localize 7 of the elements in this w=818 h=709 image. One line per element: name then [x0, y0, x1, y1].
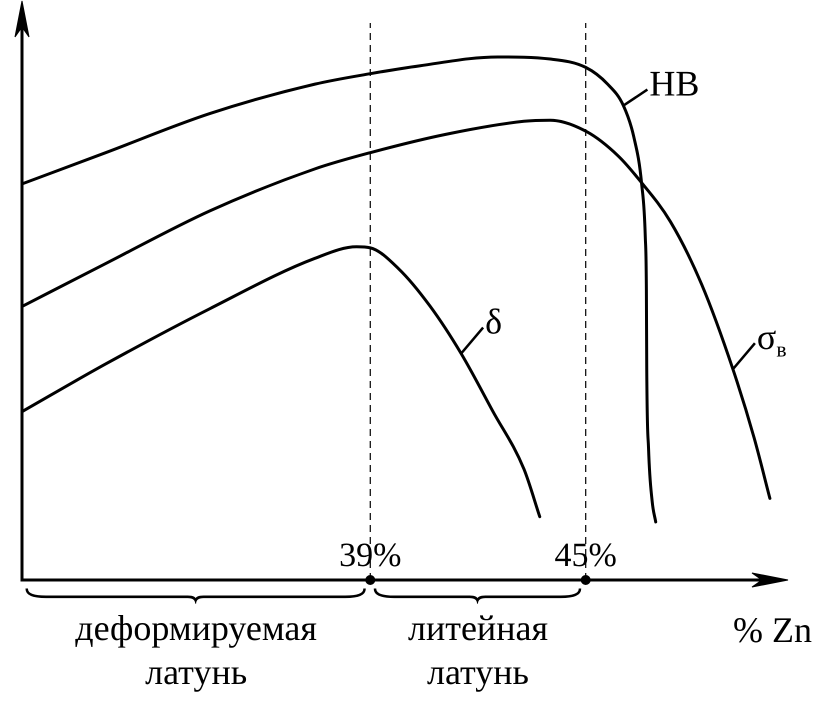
x-axis-title: % Zn — [733, 610, 812, 650]
legend-label: HB — [649, 64, 700, 104]
text: литейная латунь — [408, 608, 548, 692]
text: деформируемая латунь — [75, 608, 317, 692]
legend-label: δ — [485, 302, 502, 342]
x-tick-label: 45% — [554, 537, 617, 574]
x-tick-label: 39% — [339, 537, 402, 574]
